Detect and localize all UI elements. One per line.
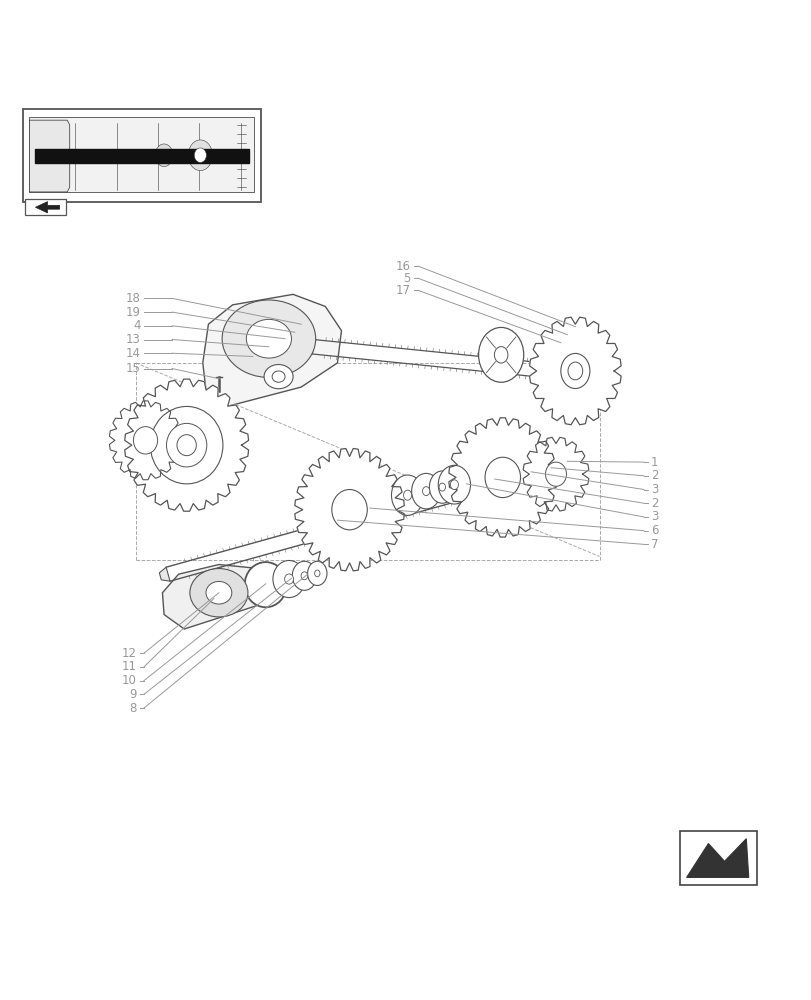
Polygon shape: [293, 340, 314, 354]
Bar: [35, 149, 248, 163]
Text: 6: 6: [650, 524, 658, 537]
Ellipse shape: [422, 487, 429, 496]
Polygon shape: [686, 839, 748, 877]
Ellipse shape: [478, 327, 523, 382]
Ellipse shape: [155, 144, 173, 167]
Ellipse shape: [285, 574, 293, 584]
Ellipse shape: [568, 362, 582, 380]
Ellipse shape: [150, 406, 223, 484]
Text: 8: 8: [129, 702, 136, 715]
Ellipse shape: [314, 570, 320, 577]
Ellipse shape: [206, 581, 231, 604]
Text: 2: 2: [650, 497, 658, 510]
Polygon shape: [109, 401, 182, 480]
Text: 19: 19: [126, 306, 140, 319]
FancyBboxPatch shape: [25, 199, 66, 215]
Text: 4: 4: [133, 319, 140, 332]
Ellipse shape: [194, 148, 206, 163]
Ellipse shape: [272, 560, 305, 598]
Text: 18: 18: [126, 292, 140, 305]
Polygon shape: [529, 317, 620, 425]
Polygon shape: [448, 418, 556, 537]
Text: 12: 12: [122, 647, 136, 660]
Text: 3: 3: [650, 483, 658, 496]
Ellipse shape: [391, 475, 423, 515]
Ellipse shape: [133, 427, 157, 454]
Ellipse shape: [301, 572, 307, 580]
Text: 2: 2: [650, 469, 658, 482]
Ellipse shape: [244, 562, 286, 607]
Text: 13: 13: [126, 333, 140, 346]
Text: 11: 11: [122, 660, 136, 673]
Polygon shape: [29, 120, 70, 192]
Ellipse shape: [188, 140, 212, 171]
Ellipse shape: [190, 569, 247, 617]
Ellipse shape: [560, 353, 589, 389]
Ellipse shape: [246, 319, 291, 358]
Ellipse shape: [429, 471, 455, 503]
FancyBboxPatch shape: [680, 831, 756, 885]
Ellipse shape: [411, 473, 440, 509]
Ellipse shape: [264, 365, 293, 389]
Polygon shape: [203, 294, 341, 411]
Ellipse shape: [222, 300, 315, 377]
Text: 17: 17: [395, 284, 410, 297]
Ellipse shape: [272, 371, 285, 382]
Ellipse shape: [332, 490, 367, 530]
Text: 1: 1: [650, 456, 658, 469]
Text: 16: 16: [395, 260, 410, 273]
Ellipse shape: [292, 561, 316, 590]
Ellipse shape: [177, 435, 196, 456]
Ellipse shape: [439, 483, 445, 491]
Text: 3: 3: [650, 510, 658, 523]
Ellipse shape: [494, 347, 508, 363]
Text: 7: 7: [650, 538, 658, 551]
Text: 10: 10: [122, 674, 136, 687]
Polygon shape: [159, 567, 169, 581]
Ellipse shape: [166, 423, 207, 467]
Polygon shape: [548, 461, 563, 475]
Ellipse shape: [450, 480, 458, 490]
Text: 14: 14: [126, 347, 140, 360]
Polygon shape: [125, 379, 248, 511]
FancyBboxPatch shape: [29, 117, 254, 192]
Ellipse shape: [307, 561, 327, 585]
Polygon shape: [162, 565, 277, 629]
Ellipse shape: [484, 457, 520, 498]
Ellipse shape: [545, 462, 566, 486]
Polygon shape: [36, 202, 59, 213]
Polygon shape: [294, 449, 404, 571]
Ellipse shape: [403, 490, 411, 500]
Text: 9: 9: [129, 688, 136, 701]
Polygon shape: [522, 437, 588, 511]
Text: 15: 15: [126, 362, 140, 375]
FancyBboxPatch shape: [23, 109, 260, 202]
Text: 5: 5: [403, 272, 410, 285]
Ellipse shape: [438, 465, 470, 504]
